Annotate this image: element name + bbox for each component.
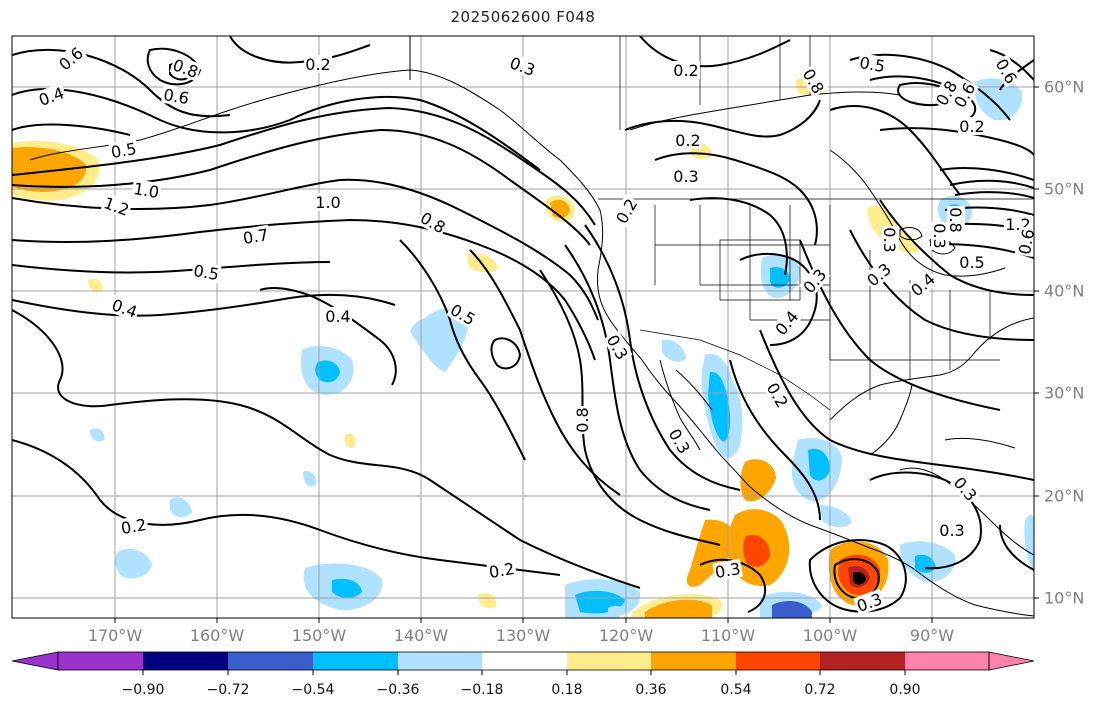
colorbar-tick-label: 0.18 bbox=[551, 682, 583, 698]
lon-tick-label: 100°W bbox=[802, 626, 858, 645]
contour-label: 0.5 bbox=[858, 53, 886, 76]
contour-label: 0.8 bbox=[946, 207, 965, 232]
political-borders bbox=[598, 36, 1034, 411]
colorbar-tick-label: −0.54 bbox=[291, 682, 335, 698]
contour-label: 0.3 bbox=[714, 559, 742, 582]
contour-label: 0.3 bbox=[930, 223, 949, 248]
contour-label: 0.4 bbox=[325, 307, 350, 326]
map-content: 0.6 0.8 0.2 0.3 0.4 0.6 0.5 0.2 0.8 0.6 … bbox=[12, 36, 1038, 618]
lon-tick-label: 170°W bbox=[87, 626, 143, 645]
colorbar-tick-label: 0.36 bbox=[635, 682, 667, 698]
contour-label: 0.5 bbox=[110, 139, 138, 162]
contour-label: 0.2 bbox=[675, 131, 700, 150]
lon-tick-label: 120°W bbox=[598, 626, 654, 645]
contour-label: 0.6 bbox=[162, 85, 190, 108]
contour-label: 0.5 bbox=[192, 261, 220, 284]
contour-label: 0.7 bbox=[242, 225, 270, 248]
lat-tick-label: 10°N bbox=[1044, 588, 1085, 608]
contour-label: 0.5 bbox=[959, 253, 984, 272]
colorbar-extend-min bbox=[11, 651, 59, 671]
contour-label: 0.6 bbox=[1015, 228, 1038, 256]
colorbar-tick-label: 0.72 bbox=[804, 682, 836, 698]
colorbar-tick-label: −0.36 bbox=[376, 682, 420, 698]
contour-label: 0.3 bbox=[673, 167, 698, 186]
colorbar-tick-label: 0.54 bbox=[720, 682, 752, 698]
lat-tick-label: 50°N bbox=[1044, 179, 1085, 199]
map-title: 2025062600 F048 bbox=[450, 8, 596, 26]
colorbar bbox=[11, 651, 1035, 675]
lon-tick-label: 150°W bbox=[291, 626, 347, 645]
lon-tick-label: 160°W bbox=[189, 626, 245, 645]
colorbar-tick-label: −0.90 bbox=[121, 682, 165, 698]
coastlines bbox=[29, 36, 1034, 617]
contour-label: 0.8 bbox=[573, 407, 592, 432]
contour-label: 0.2 bbox=[120, 515, 148, 538]
lat-tick-label: 60°N bbox=[1044, 77, 1085, 97]
colorbar-tick-label: −0.72 bbox=[206, 682, 250, 698]
contour-label: 0.3 bbox=[880, 227, 899, 252]
lon-tick-label: 110°W bbox=[700, 626, 756, 645]
lon-tick-label: 130°W bbox=[495, 626, 551, 645]
colorbar-extend-max bbox=[988, 651, 1035, 671]
graticule bbox=[12, 36, 1034, 618]
colorbar-tick-label: 0.90 bbox=[889, 682, 921, 698]
contour-label: 0.2 bbox=[488, 559, 516, 582]
contour-label: 1.0 bbox=[315, 193, 340, 212]
lat-tick-label: 30°N bbox=[1044, 383, 1085, 403]
contour-label: 1.0 bbox=[132, 179, 160, 202]
contour-label: 0.2 bbox=[305, 55, 330, 74]
axis-ticks bbox=[114, 86, 1039, 623]
lon-tick-label: 90°W bbox=[909, 626, 955, 645]
lat-tick-label: 40°N bbox=[1044, 281, 1085, 301]
contour-label-group: 0.6 0.8 0.2 0.3 0.4 0.6 0.5 0.2 0.8 0.6 … bbox=[35, 42, 1038, 616]
colorbar-tick-label: −0.18 bbox=[460, 682, 504, 698]
contour-label: 0.2 bbox=[959, 117, 984, 136]
contour-label: 0.2 bbox=[673, 61, 698, 80]
lat-tick-label: 20°N bbox=[1044, 486, 1085, 506]
contour-label: 0.3 bbox=[939, 521, 964, 540]
lon-tick-label: 140°W bbox=[393, 626, 449, 645]
